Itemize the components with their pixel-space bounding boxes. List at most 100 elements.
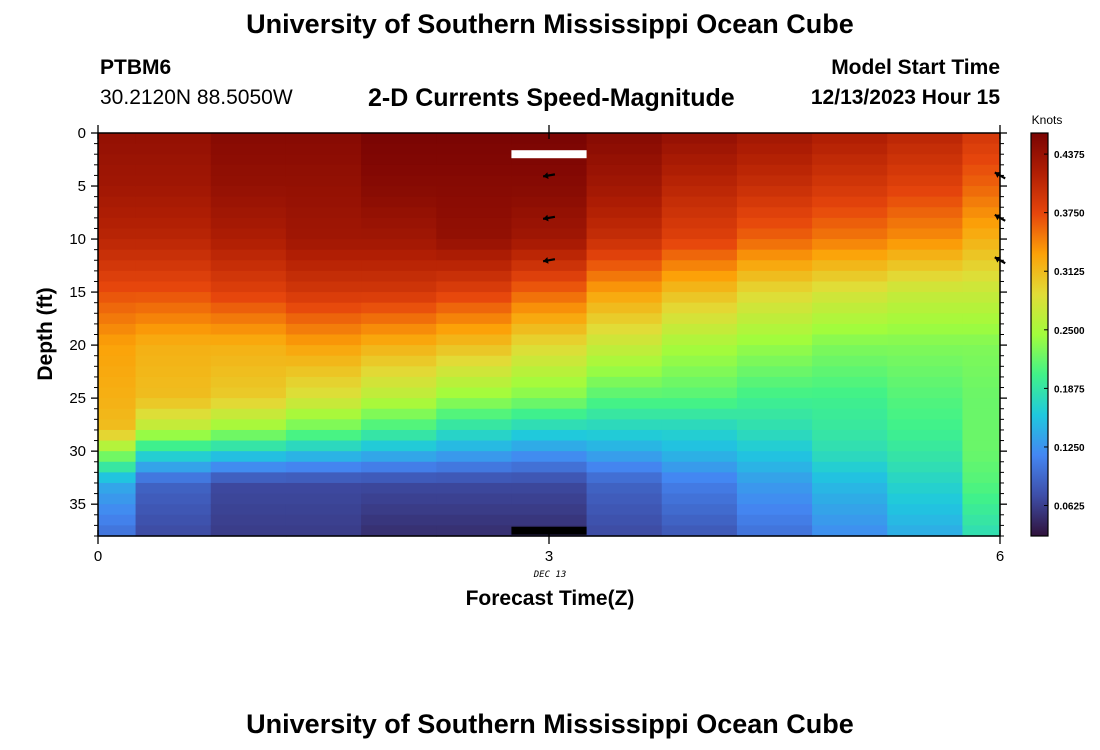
heatmap-cell	[98, 408, 137, 420]
heatmap-cell	[436, 270, 513, 283]
heatmap-cell	[887, 408, 964, 420]
heatmap-cell	[98, 186, 137, 198]
heatmap-cell	[586, 143, 663, 155]
heatmap-cell	[285, 482, 362, 495]
heatmap-cell	[887, 525, 964, 537]
heatmap-cell	[962, 143, 1001, 155]
heatmap-cell	[661, 292, 738, 304]
heatmap-cell	[361, 143, 437, 155]
heatmap-cell	[736, 345, 813, 357]
heatmap-cell	[285, 281, 362, 293]
velocity-arrow	[542, 172, 556, 179]
heatmap-cell	[736, 302, 813, 314]
heatmap-cell	[586, 133, 663, 145]
heatmap-cell	[511, 398, 588, 410]
heatmap-cell	[135, 504, 212, 516]
heatmap-cell	[812, 366, 888, 378]
heatmap-cell	[511, 376, 588, 389]
y-tick-label: 5	[78, 178, 86, 195]
heatmap-cell	[436, 228, 513, 240]
heatmap-cell	[135, 451, 212, 463]
heatmap-cell	[962, 451, 1001, 463]
heatmap-cell	[210, 292, 287, 304]
heatmap-cell	[736, 239, 813, 251]
heatmap-cell	[962, 504, 1001, 516]
heatmap-cell	[98, 472, 137, 484]
heatmap-cell	[285, 355, 362, 367]
heatmap-cell	[285, 504, 362, 516]
heatmap-cell	[285, 292, 362, 304]
heatmap-cell	[436, 345, 513, 357]
heatmap-cell	[285, 398, 362, 410]
heatmap-cell	[736, 207, 813, 219]
heatmap-cell	[361, 408, 437, 420]
heatmap-cell	[511, 143, 588, 155]
heatmap-cell	[887, 260, 964, 272]
heatmap-cell	[661, 260, 738, 272]
heatmap-cell	[285, 133, 362, 145]
heatmap-cell	[436, 143, 513, 155]
heatmap-cell	[436, 451, 513, 463]
heatmap-cell	[436, 525, 513, 537]
heatmap-cell	[887, 133, 964, 145]
heatmap-cell	[586, 164, 663, 177]
heatmap-cell	[962, 493, 1001, 505]
heatmap-cell	[661, 334, 738, 346]
heatmap-cell	[210, 228, 287, 240]
heatmap-cell	[436, 440, 513, 452]
heatmap-cell	[661, 186, 738, 198]
x-tick-label: 3	[545, 548, 553, 565]
heatmap-cell	[511, 482, 588, 495]
heatmap-cell	[736, 133, 813, 145]
heatmap-cell	[210, 355, 287, 367]
arrow-head	[543, 172, 549, 179]
heatmap-cell	[511, 461, 588, 473]
heatmap-cell	[436, 196, 513, 208]
heatmap-cell	[436, 217, 513, 230]
heatmap-cell	[210, 133, 287, 145]
heatmap-cell	[361, 270, 437, 283]
heatmap-cell	[586, 260, 663, 272]
heatmap-cell	[511, 217, 588, 230]
heatmap-cell	[511, 154, 588, 166]
heatmap-cell	[736, 366, 813, 378]
heatmap-cell	[586, 186, 663, 198]
x-tick-label: 6	[996, 548, 1004, 565]
heatmap-cell	[511, 260, 588, 272]
heatmap-cell	[661, 207, 738, 219]
heatmap-cell	[361, 133, 437, 145]
heatmap-cell	[135, 429, 212, 442]
heatmap-cell	[586, 408, 663, 420]
heatmap-cell	[285, 366, 362, 378]
heatmap-cell	[962, 387, 1001, 399]
heatmap-cell	[511, 345, 588, 357]
heatmap-cell	[511, 207, 588, 219]
heatmap-cell	[812, 355, 888, 367]
heatmap-cell	[661, 493, 738, 505]
heatmap-cell	[210, 164, 287, 177]
heatmap-cell	[661, 419, 738, 431]
heatmap-cell	[962, 514, 1001, 526]
heatmap-cell	[511, 302, 588, 314]
x-tick-label: 0	[94, 548, 102, 565]
heatmap-cell	[661, 514, 738, 526]
heatmap-cell	[285, 217, 362, 230]
heatmap-cell	[962, 239, 1001, 251]
heatmap-cell	[98, 313, 137, 325]
heatmap-cell	[285, 313, 362, 325]
heatmap-cell	[285, 186, 362, 198]
heatmap-cell	[98, 302, 137, 314]
heatmap-cell	[135, 525, 212, 537]
heatmap-cell	[511, 472, 588, 484]
heatmap-cell	[436, 376, 513, 389]
heatmap-cell	[887, 239, 964, 251]
heatmap-cell	[285, 387, 362, 399]
heatmap-cell	[98, 440, 137, 452]
heatmap-cell	[436, 482, 513, 495]
heatmap-cell	[812, 249, 888, 261]
heatmap-cell	[361, 504, 437, 516]
heatmap-cell	[135, 164, 212, 177]
heatmap-cell	[736, 504, 813, 516]
heatmap-cell	[661, 376, 738, 389]
heatmap-cell	[586, 387, 663, 399]
